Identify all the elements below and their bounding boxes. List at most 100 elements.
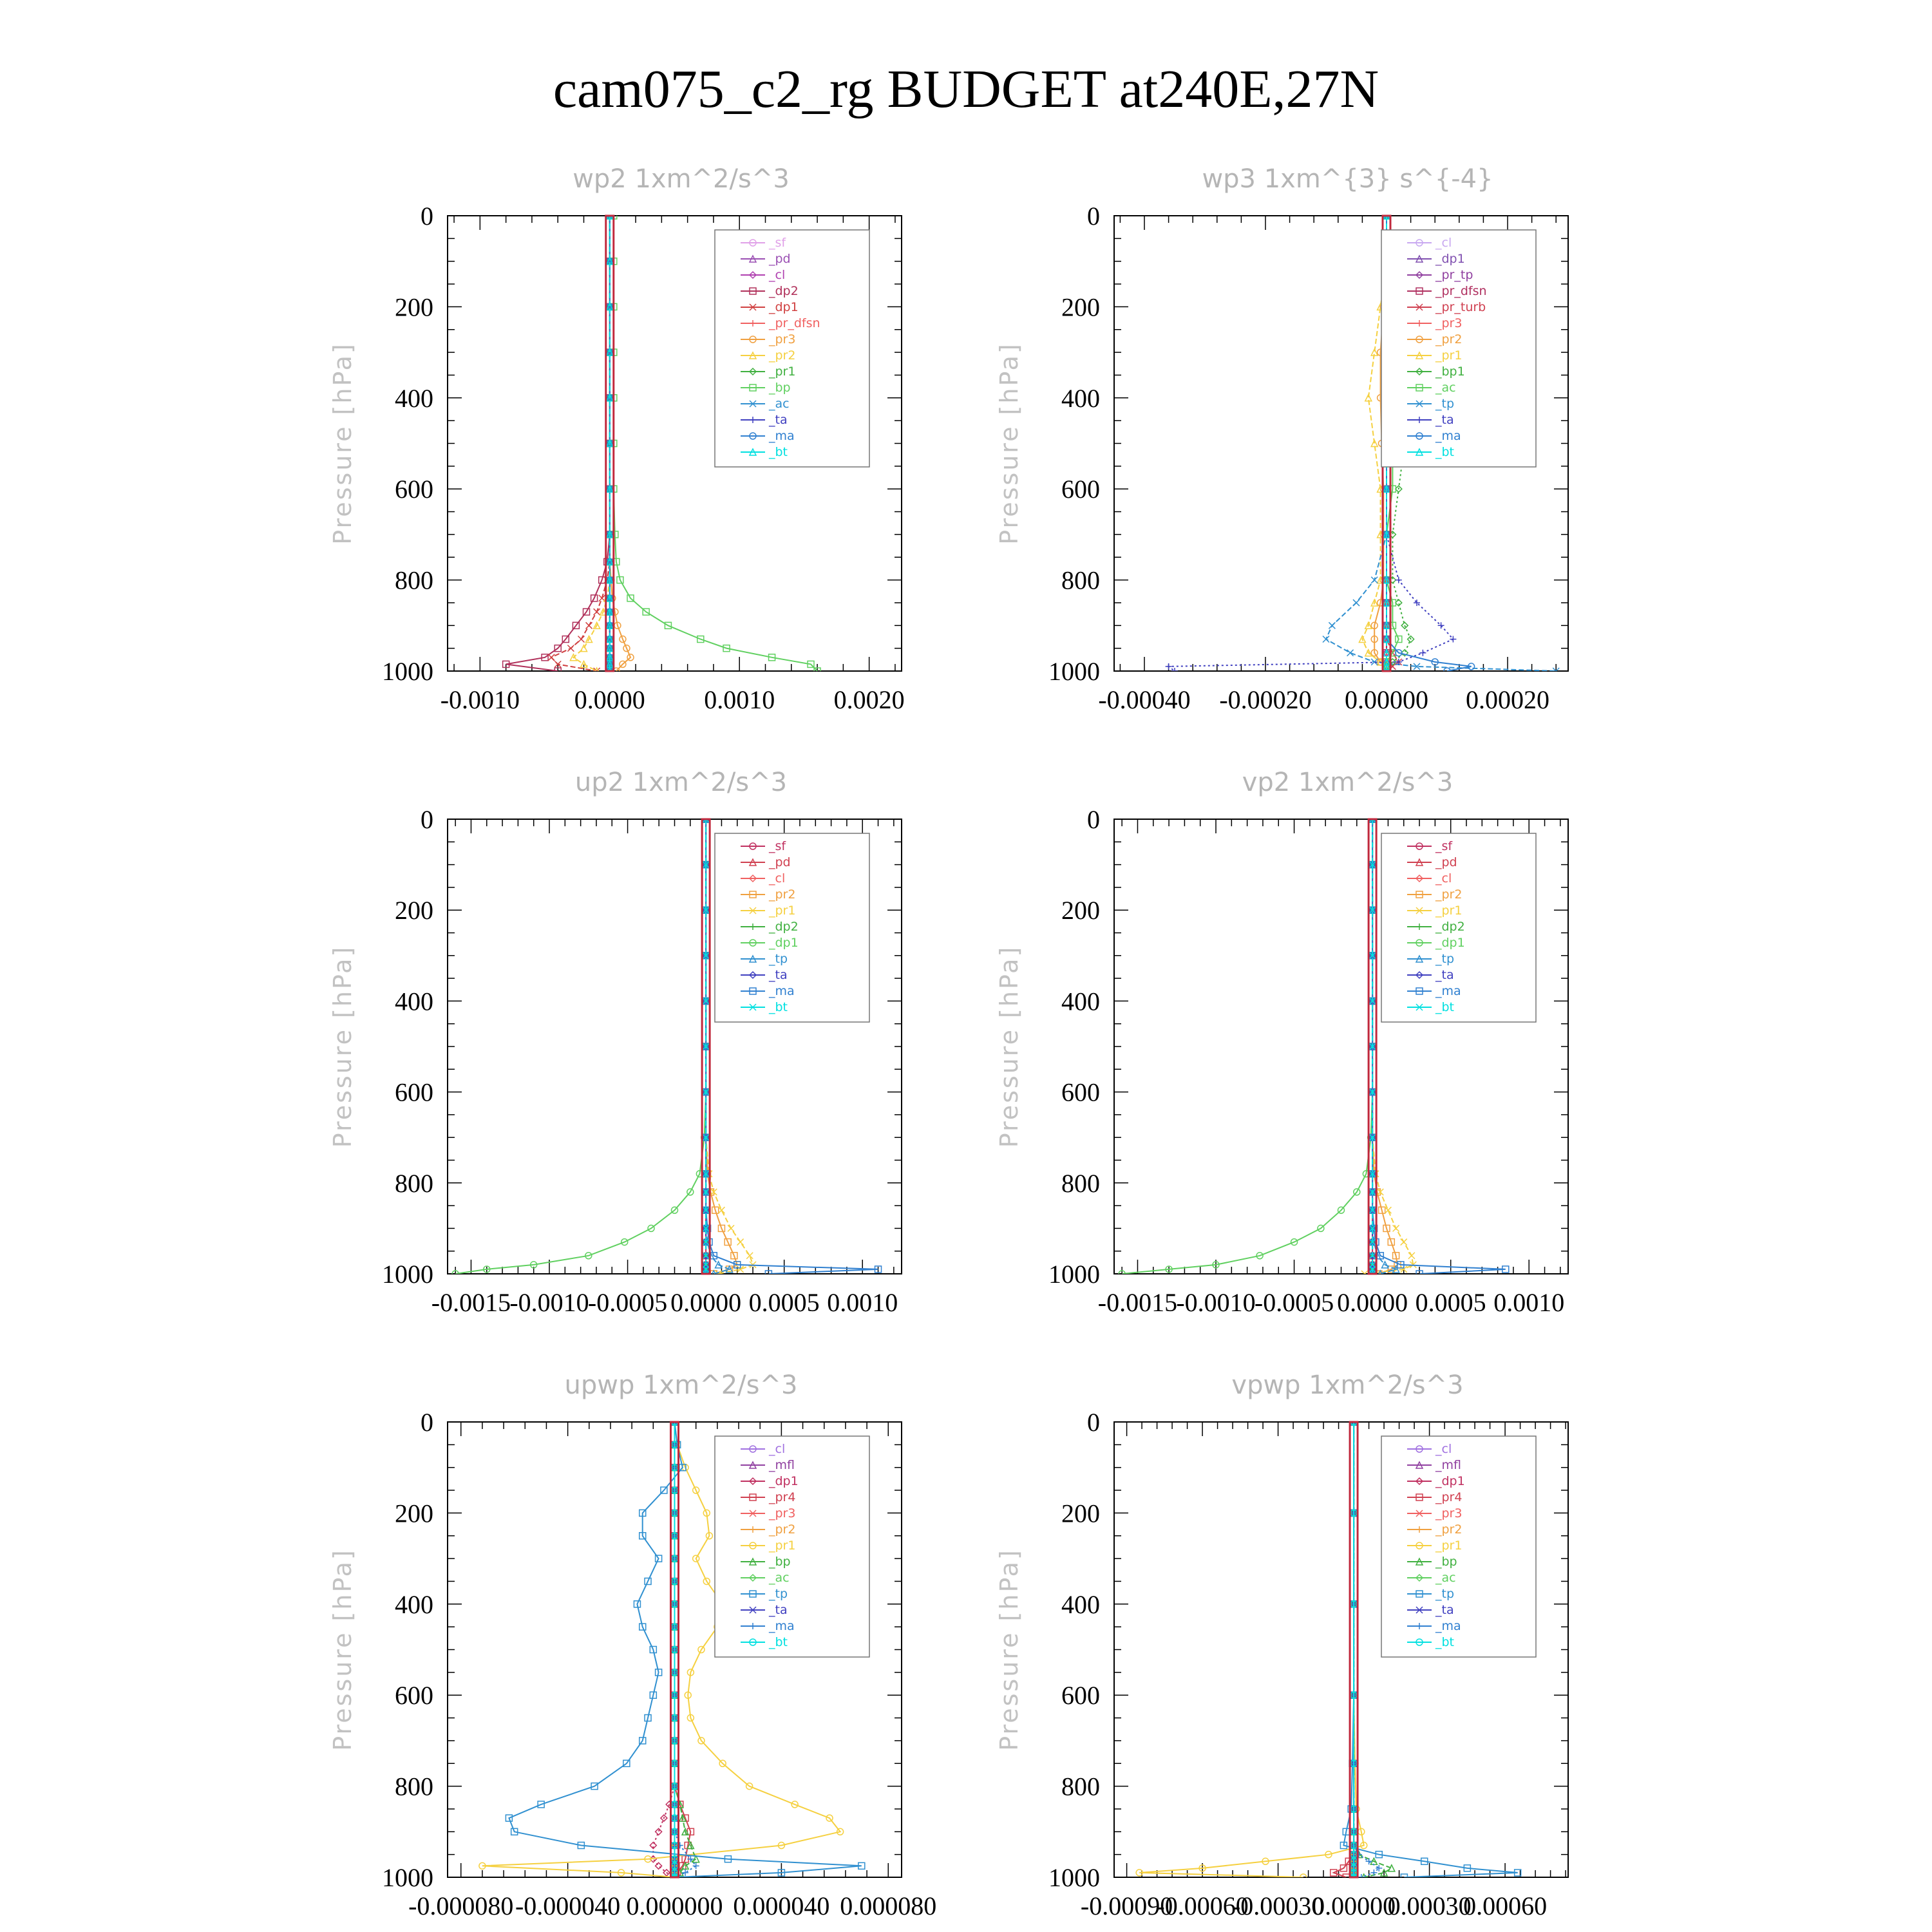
- legend-label: _ac: [1435, 381, 1456, 395]
- data-point: [1165, 663, 1172, 670]
- data-point: [692, 1855, 700, 1863]
- data-point: [1379, 1868, 1388, 1877]
- zero-reference-band: [670, 1421, 679, 1879]
- x-tick-label: -0.00020: [1219, 685, 1311, 714]
- x-tick-label: 0.0020: [834, 685, 905, 714]
- legend-label: _cl: [768, 871, 785, 886]
- data-point: [702, 1270, 710, 1274]
- series-group: [502, 216, 821, 671]
- legend-label: _pr_dfsn: [768, 316, 820, 330]
- data-point: [554, 644, 562, 652]
- data-point: [748, 971, 757, 980]
- data-point: [1365, 1858, 1372, 1865]
- zero-reference-band: [1349, 1421, 1359, 1879]
- data-point: [605, 393, 614, 402]
- data-point: [1416, 987, 1423, 995]
- series-line: [455, 819, 707, 1274]
- data-point: [687, 1714, 695, 1722]
- x-tick-label: 0.00060: [1463, 1891, 1547, 1920]
- data-point: [1416, 1445, 1423, 1453]
- y-tick-label: 200: [395, 896, 433, 925]
- data-point: [1416, 1542, 1423, 1549]
- x-tick-label: -0.00030: [1232, 1891, 1324, 1920]
- data-point: [1322, 635, 1330, 643]
- legend-label: _dp2: [768, 920, 799, 934]
- legend-label: _pr3: [768, 332, 795, 346]
- data-point: [1415, 858, 1424, 866]
- data-point: [1450, 636, 1457, 643]
- data-point: [749, 1606, 757, 1614]
- legend-label: _mfl: [768, 1458, 795, 1472]
- data-point: [749, 1510, 757, 1517]
- data-point: [1376, 1864, 1383, 1871]
- data-point: [1171, 668, 1178, 671]
- legend-label: _pr2: [1435, 332, 1462, 346]
- series-line: [705, 819, 754, 1274]
- data-point: [510, 1828, 518, 1836]
- data-point: [1416, 1003, 1423, 1011]
- legend-label: _ac: [1435, 1571, 1456, 1585]
- data-point: [697, 635, 705, 643]
- data-point: [627, 594, 634, 602]
- data-point: [749, 432, 757, 440]
- data-point: [1340, 1864, 1348, 1872]
- legend-label: _pr2: [1435, 1522, 1462, 1537]
- data-point: [1443, 667, 1451, 671]
- data-point: [692, 1862, 699, 1870]
- zero-reference-band: [701, 818, 711, 1275]
- data-point: [702, 1252, 710, 1260]
- data-point: [749, 1003, 757, 1011]
- y-tick-label: 600: [1061, 1681, 1100, 1710]
- data-point: [1382, 662, 1391, 670]
- data-point: [749, 287, 757, 295]
- data-point: [605, 594, 614, 602]
- data-point: [1502, 1265, 1510, 1273]
- y-tick-label: 1000: [1048, 1863, 1100, 1892]
- x-tick-label: 0.0005: [1416, 1288, 1486, 1317]
- y-tick-label: 1000: [1048, 1260, 1100, 1289]
- chart-panel-4: vp2 1xm^2/s^3 Pressure [hPa] 0 200 400 600 800…: [995, 768, 1569, 1317]
- x-tick-label: -0.0015: [1098, 1288, 1177, 1317]
- data-point: [749, 1542, 757, 1549]
- legend-label: _ma: [1435, 1619, 1461, 1633]
- data-point: [1415, 954, 1424, 963]
- series-line: [506, 216, 611, 671]
- legend-label: _pr2: [768, 348, 795, 363]
- legend-label: _ta: [768, 413, 788, 427]
- data-point: [749, 842, 757, 850]
- data-point: [1340, 1841, 1348, 1850]
- legend-label: _bp: [1435, 1555, 1457, 1569]
- data-point: [1416, 842, 1423, 850]
- data-point: [1368, 997, 1376, 1005]
- data-point: [638, 1737, 647, 1745]
- data-point: [749, 1590, 757, 1598]
- x-tick-label: 0.00030: [1388, 1891, 1472, 1920]
- panel-title: wp3 1xm^{3} s^{-4}: [1202, 164, 1493, 194]
- data-point: [1368, 1238, 1376, 1246]
- data-point: [1368, 1206, 1376, 1214]
- data-point: [605, 621, 614, 630]
- y-tick-label: 600: [395, 475, 433, 504]
- data-point: [1317, 1224, 1325, 1233]
- data-point: [692, 1486, 700, 1494]
- chart-panel-5: upwp 1xm^2/s^3 Pressure [hPa] 0 200 400 600 80…: [328, 1370, 936, 1920]
- data-point: [702, 1188, 710, 1196]
- data-point: [749, 400, 757, 408]
- data-point: [654, 1669, 663, 1676]
- data-point: [605, 484, 614, 493]
- data-point: [702, 906, 710, 914]
- data-point: [1360, 1841, 1368, 1850]
- legend: _cl _mfl _dp1 _pr4 _pr3 _pr2 _pr1 _bp _ac _tp _ta _…: [1381, 1435, 1537, 1658]
- data-point: [749, 303, 757, 311]
- data-point: [749, 1493, 757, 1501]
- data-point: [748, 367, 757, 376]
- x-tick-label: -0.000040: [515, 1891, 620, 1920]
- y-tick-label: 0: [1087, 805, 1100, 834]
- data-point: [1415, 1461, 1424, 1469]
- data-point: [1353, 1188, 1361, 1196]
- legend-box: [714, 1435, 870, 1658]
- data-point: [1406, 635, 1415, 643]
- data-point: [1382, 598, 1391, 607]
- data-point: [750, 923, 756, 930]
